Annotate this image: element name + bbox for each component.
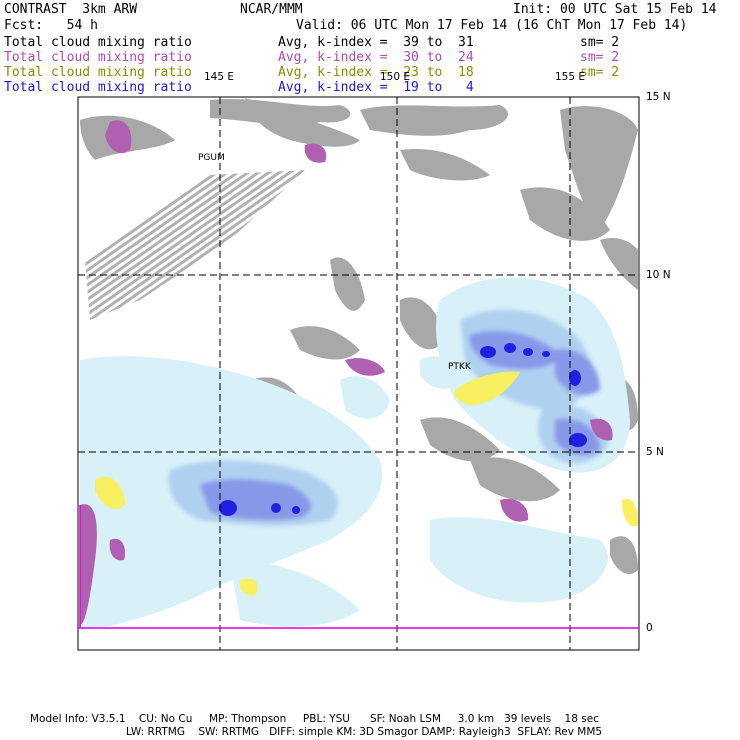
legend-field-4: Total cloud mixing ratio bbox=[4, 80, 192, 95]
lat-label-5n: 5 N bbox=[646, 446, 664, 458]
gray-cloud-layer bbox=[80, 98, 638, 617]
legend-avg-2: Avg, k-index = 30 to 24 bbox=[278, 50, 474, 65]
medium-blue-cloud-layer bbox=[168, 309, 610, 526]
light-blue-cloud-layer bbox=[80, 277, 630, 630]
legend-avg-4: Avg, k-index = 19 to 4 bbox=[278, 80, 474, 95]
lon-label-145: 145 E bbox=[204, 71, 235, 83]
lat-label-15n: 15 N bbox=[646, 91, 671, 103]
legend-sm-2: sm= 2 bbox=[580, 50, 620, 65]
legend-sm-3: sm= 2 bbox=[580, 65, 620, 80]
streaky-cloud-band bbox=[85, 170, 305, 320]
footer-model-info-1: Model Info: V3.5.1 CU: No Cu MP: Thompso… bbox=[30, 713, 599, 725]
lat-lon-grid bbox=[78, 96, 639, 650]
legend-field-3: Total cloud mixing ratio bbox=[4, 65, 192, 80]
header-center: NCAR/MMM bbox=[240, 2, 303, 17]
legend-sm-1: sm= 2 bbox=[580, 35, 620, 50]
legend-field-1: Total cloud mixing ratio bbox=[4, 35, 192, 50]
footer-model-info-2: LW: RRTMG SW: RRTMG DIFF: simple KM: 3D … bbox=[126, 726, 603, 738]
header-valid: Valid: 06 UTC Mon 17 Feb 14 (16 ChT Mon … bbox=[296, 18, 688, 33]
header-init: Init: 00 UTC Sat 15 Feb 14 bbox=[513, 2, 717, 17]
lon-label-150: 150 E bbox=[380, 71, 411, 83]
deep-blue-cloud-cores bbox=[219, 343, 587, 516]
lat-label-0: 0 bbox=[646, 622, 653, 634]
map-frame bbox=[77, 96, 640, 651]
station-label-ptkk: PTKK bbox=[448, 362, 471, 372]
legend-avg-3: Avg, k-index = 23 to 18 bbox=[278, 65, 474, 80]
lat-label-10n: 10 N bbox=[646, 269, 671, 281]
lon-label-155: 155 E bbox=[555, 71, 586, 83]
blue-cloud-layer bbox=[200, 331, 600, 520]
legend-avg-1: Avg, k-index = 39 to 31 bbox=[278, 35, 474, 50]
purple-cloud-layer bbox=[80, 120, 613, 625]
yellow-cloud-layer bbox=[95, 371, 638, 596]
station-label-pgum: PGUM bbox=[198, 153, 225, 163]
header-fcst: Fcst: 54 h bbox=[4, 18, 98, 33]
header-model: CONTRAST 3km ARW bbox=[4, 2, 138, 17]
legend-field-2: Total cloud mixing ratio bbox=[4, 50, 192, 65]
